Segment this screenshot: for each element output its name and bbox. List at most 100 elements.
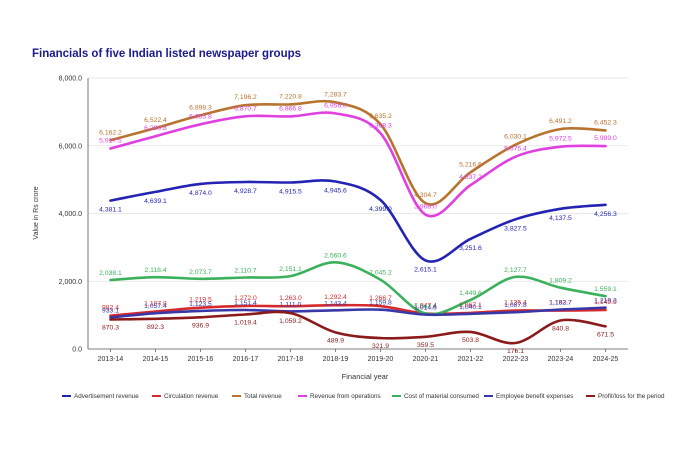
x-tick-label: 2016-17: [233, 356, 259, 363]
series-lines: [109, 99, 607, 345]
data-label: 1,057.4: [144, 303, 167, 310]
legend-item: Employee benefit expenses: [484, 393, 573, 400]
data-label: 1,123.5: [189, 301, 212, 308]
data-label: 1,040.1: [459, 304, 482, 311]
data-label: 1,047.4: [414, 304, 437, 311]
x-tick-label: 2022-23: [503, 356, 529, 363]
data-label: 1,219.5: [189, 297, 212, 304]
data-label: 2,127.7: [504, 267, 527, 274]
data-label: 840.8: [552, 326, 569, 333]
data-label: 4,399.0: [369, 206, 392, 213]
data-label: 489.9: [327, 337, 344, 344]
data-label: 6,522.4: [144, 117, 167, 124]
data-label: 870.3: [102, 325, 119, 332]
data-label: 2,615.1: [414, 266, 437, 273]
data-label: 6,280.8: [144, 125, 167, 132]
data-label: 6,162.2: [99, 129, 122, 136]
data-label: 1,809.2: [549, 278, 572, 285]
x-tick-label: 2020-21: [413, 356, 439, 363]
legend-item: Profit/loss for the period: [586, 393, 665, 400]
y-tick-label: 2,000.0: [59, 279, 82, 286]
series-line-advertisement-revenue: [109, 179, 607, 263]
data-label: 671.5: [597, 331, 614, 338]
data-label: 2,110.7: [234, 268, 256, 275]
data-label: 1,111.0: [280, 301, 302, 308]
data-label: 4,639.1: [144, 198, 167, 205]
data-label: 7,196.2: [234, 94, 257, 101]
x-tick-label: 2017-18: [278, 356, 304, 363]
data-label: 1,162.7: [549, 300, 572, 307]
data-label: 1,143.4: [324, 300, 347, 307]
data-label: 1,047.4: [414, 303, 437, 310]
data-label: 6,030.1: [504, 134, 527, 141]
data-label: 1,135.4: [504, 300, 527, 307]
data-label: 936.9: [192, 322, 209, 329]
chart-card: [10, 24, 685, 424]
data-label: 5,216.6: [459, 161, 482, 168]
legend-label: Cost of material consumed: [404, 393, 479, 400]
data-label: 1,151.4: [234, 300, 257, 307]
data-label: 2,073.7: [189, 269, 212, 276]
series-line-revenue-from-operations: [109, 111, 607, 218]
data-label: 5,917.5: [99, 138, 122, 145]
y-axis: 0.0 2,000.0 4,000.0 6,000.0 8,000.0: [59, 76, 89, 354]
data-label: 7,283.7: [324, 91, 347, 98]
data-label: 5,675.4: [504, 146, 527, 153]
legend-label: Revenue from operations: [310, 393, 381, 400]
data-label: 1,292.4: [324, 294, 347, 301]
data-label: 4,137.5: [549, 215, 572, 222]
legend-label: Advertisement revenue: [74, 393, 139, 400]
data-label: 359.5: [417, 342, 434, 349]
x-tick-label: 2024-25: [593, 356, 619, 363]
data-label: 1,263.0: [279, 295, 302, 302]
data-label: 1,059.2: [279, 318, 302, 325]
data-label: 2,151.1: [279, 266, 302, 273]
y-tick-label: 8,000.0: [59, 76, 82, 83]
data-label: 4,304.7: [414, 192, 437, 199]
data-label: 1,219.2: [594, 298, 617, 305]
legend-label: Circulation revenue: [164, 393, 219, 400]
x-tick-label: 2019-20: [368, 356, 394, 363]
data-label: 933.1: [102, 307, 119, 314]
data-label: 6,368.3: [369, 122, 392, 129]
data-label: 6,635.2: [369, 113, 392, 120]
series-line-employee-benefit-expenses: [109, 306, 607, 319]
data-label: 3,968.0: [414, 204, 437, 211]
data-label: 4,256.3: [594, 211, 617, 218]
data-label: 7,220.8: [279, 93, 302, 100]
data-label: 1,449.6: [459, 290, 482, 297]
data-label: 1,087.8: [504, 302, 527, 309]
y-tick-label: 4,000.0: [59, 211, 82, 218]
data-label: 321.9: [372, 343, 389, 350]
data-labels: 4,381.1 4,639.1 4,874.0 4,928.7 4,915.5 4,945…: [99, 91, 617, 355]
data-label: 6,491.2: [549, 118, 572, 125]
x-axis: 2013-14 2014-15 2015-16 2016-17 2017-18 2018-…: [98, 349, 619, 363]
series-line-total-revenue: [109, 99, 607, 206]
x-tick-label: 2013-14: [98, 356, 124, 363]
series-line-profit-loss-for-the-period: [109, 310, 607, 345]
data-label: 1,019.4: [234, 319, 257, 326]
data-label: 2,118.4: [144, 267, 166, 274]
x-tick-label: 2021-22: [458, 356, 484, 363]
data-label: 503.8: [462, 337, 479, 344]
data-label: 3,827.5: [504, 225, 527, 232]
data-label: 4,837.2: [459, 174, 482, 181]
data-label: 6,866.8: [279, 105, 302, 112]
data-label: 4,874.0: [189, 190, 212, 197]
data-label: 4,381.1: [99, 207, 122, 214]
data-label: 1,272.0: [234, 295, 257, 302]
legend-label: Profit/loss for the period: [598, 393, 665, 400]
y-axis-label: Value in Rs crore: [33, 186, 40, 239]
data-label: 1,133.7: [549, 300, 572, 307]
x-tick-label: 2018-19: [323, 356, 349, 363]
chart-title: Financials of five Indian listed newspap…: [32, 48, 302, 60]
legend: Advertisement revenue Circulation revenue…: [62, 393, 665, 400]
y-tick-label: 6,000.0: [59, 143, 82, 150]
data-label: 6,870.7: [234, 105, 257, 112]
data-label: 892.3: [147, 324, 164, 331]
data-label: 2,560.6: [324, 252, 347, 259]
data-label: 982.4: [102, 305, 119, 312]
data-label: 1,107.8: [144, 300, 167, 307]
legend-item: Cost of material consumed: [392, 393, 479, 400]
